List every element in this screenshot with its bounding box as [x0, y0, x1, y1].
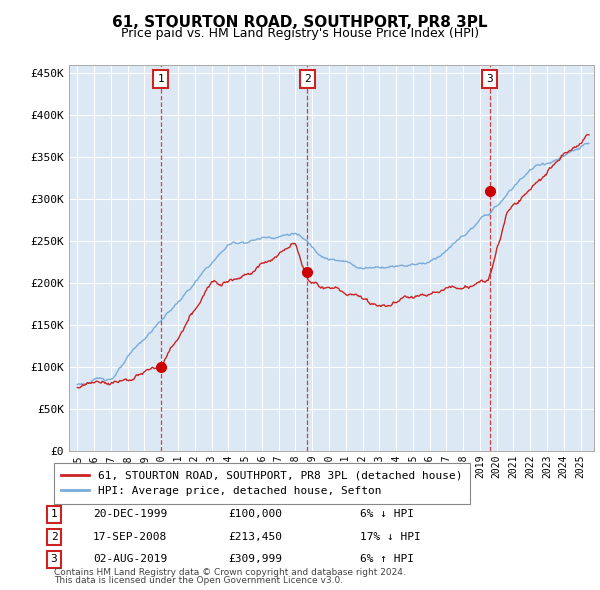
Text: Price paid vs. HM Land Registry's House Price Index (HPI): Price paid vs. HM Land Registry's House … [121, 27, 479, 40]
Text: 6% ↓ HPI: 6% ↓ HPI [360, 510, 414, 519]
Text: 20-DEC-1999: 20-DEC-1999 [93, 510, 167, 519]
Legend: 61, STOURTON ROAD, SOUTHPORT, PR8 3PL (detached house), HPI: Average price, deta: 61, STOURTON ROAD, SOUTHPORT, PR8 3PL (d… [53, 463, 470, 504]
Text: 3: 3 [50, 555, 58, 564]
Text: This data is licensed under the Open Government Licence v3.0.: This data is licensed under the Open Gov… [54, 576, 343, 585]
Text: 17-SEP-2008: 17-SEP-2008 [93, 532, 167, 542]
Text: 17% ↓ HPI: 17% ↓ HPI [360, 532, 421, 542]
Text: 2: 2 [304, 74, 311, 84]
Text: 02-AUG-2019: 02-AUG-2019 [93, 555, 167, 564]
Text: 3: 3 [486, 74, 493, 84]
Text: 6% ↑ HPI: 6% ↑ HPI [360, 555, 414, 564]
Text: 1: 1 [157, 74, 164, 84]
Text: £309,999: £309,999 [228, 555, 282, 564]
Text: 1: 1 [50, 510, 58, 519]
Text: 61, STOURTON ROAD, SOUTHPORT, PR8 3PL: 61, STOURTON ROAD, SOUTHPORT, PR8 3PL [112, 15, 488, 30]
Text: 2: 2 [50, 532, 58, 542]
Text: Contains HM Land Registry data © Crown copyright and database right 2024.: Contains HM Land Registry data © Crown c… [54, 568, 406, 577]
Text: £213,450: £213,450 [228, 532, 282, 542]
Text: £100,000: £100,000 [228, 510, 282, 519]
